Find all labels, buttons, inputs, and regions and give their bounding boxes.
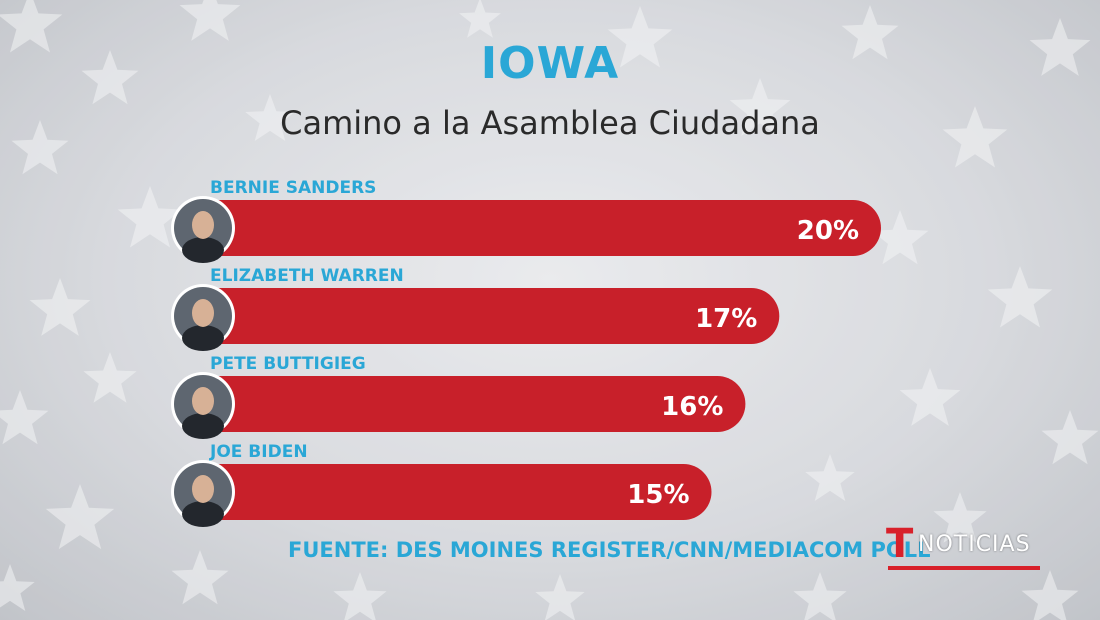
candidate-name-label: BERNIE SANDERS (210, 178, 376, 198)
bar (193, 288, 780, 344)
logo-underline (888, 566, 1040, 570)
candidate-name-label: ELIZABETH WARREN (210, 266, 404, 286)
bar-value-label: 16% (661, 392, 723, 422)
source-caption: FUENTE: DES MOINES REGISTER/CNN/MEDIACOM… (288, 538, 931, 562)
telemundo-noticias-logo: T NOTICIAS (886, 524, 1046, 574)
candidate-photo (174, 287, 232, 351)
bar-value-label: 20% (797, 216, 859, 246)
chart-subtitle: Camino a la Asamblea Ciudadana (280, 104, 820, 142)
bar (193, 200, 881, 256)
bar (193, 464, 712, 520)
candidate-photo (174, 375, 232, 439)
bar-value-label: 17% (695, 304, 757, 334)
telemundo-t-icon: T (886, 521, 914, 567)
chart-title: IOWA (480, 38, 620, 89)
bar-value-label: 15% (627, 480, 689, 510)
logo-wordmark: NOTICIAS (918, 532, 1031, 557)
candidate-name-label: PETE BUTTIGIEG (210, 354, 366, 374)
bar (193, 376, 746, 432)
candidate-name-label: JOE BIDEN (209, 442, 308, 462)
candidate-photo (174, 463, 232, 527)
candidate-photo (174, 199, 232, 263)
